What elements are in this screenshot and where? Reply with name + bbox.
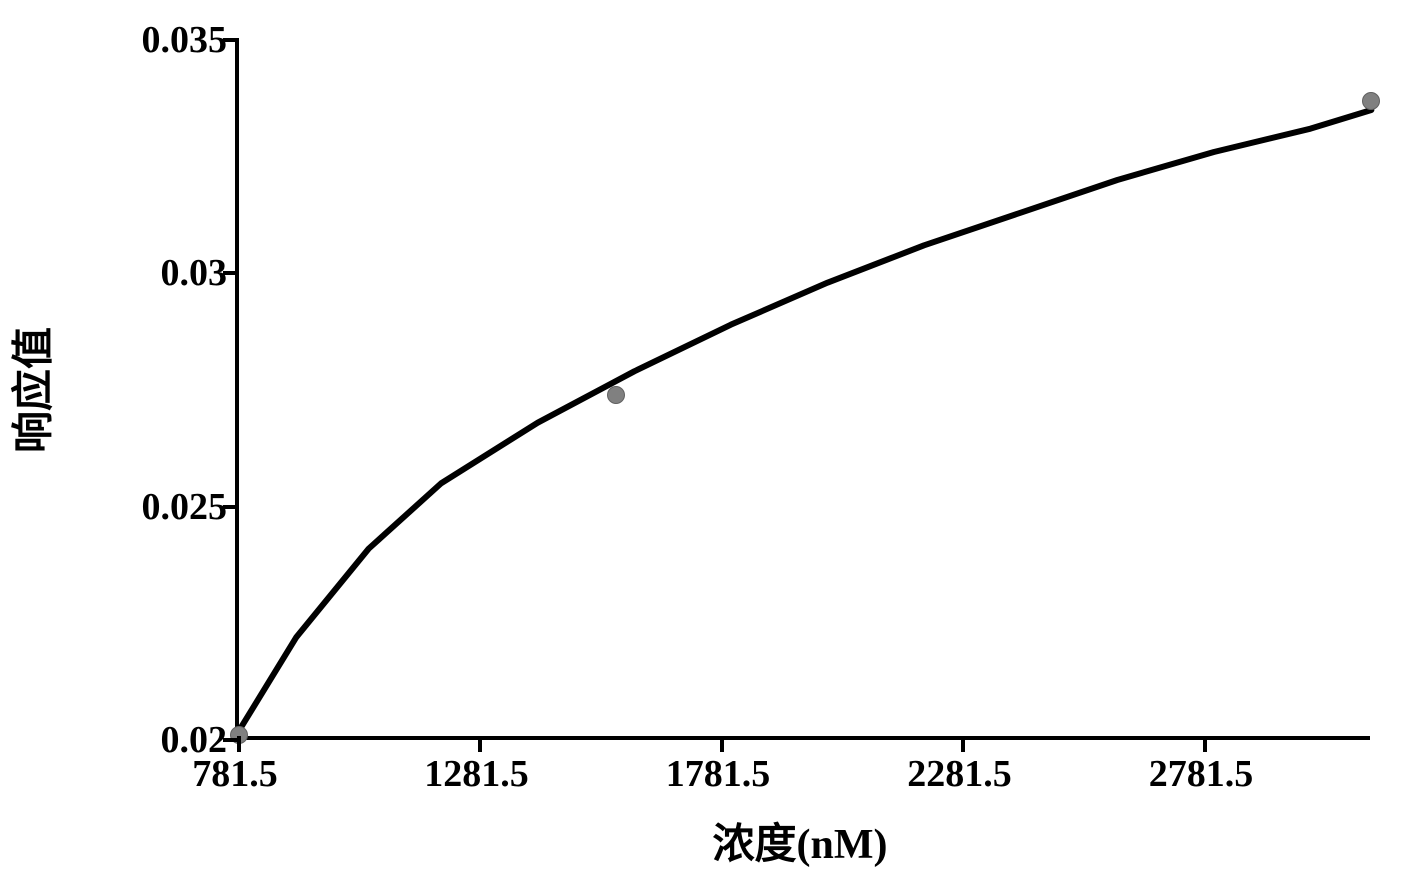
x-tick-label: 2781.5 [1149, 752, 1254, 796]
x-tick [961, 736, 965, 752]
chart-container: 0.020.0250.030.035 781.51281.51781.52281… [0, 0, 1412, 880]
y-tick-label: 0.03 [77, 251, 227, 295]
x-tick-label: 1281.5 [424, 752, 529, 796]
plot-area [235, 40, 1370, 740]
y-axis-title: 响应值 [0, 327, 61, 453]
curve-line [239, 40, 1370, 736]
x-tick-label: 781.5 [192, 752, 278, 796]
y-tick-label: 0.035 [77, 18, 227, 62]
y-tick-label: 0.025 [77, 485, 227, 529]
x-tick [478, 736, 482, 752]
data-point [1362, 92, 1380, 110]
x-tick [237, 736, 241, 752]
x-tick-label: 2281.5 [907, 752, 1012, 796]
x-tick-label: 1781.5 [666, 752, 771, 796]
data-point [607, 386, 625, 404]
x-tick [1203, 736, 1207, 752]
x-tick [720, 736, 724, 752]
x-axis-title: 浓度(nM) [713, 810, 888, 871]
